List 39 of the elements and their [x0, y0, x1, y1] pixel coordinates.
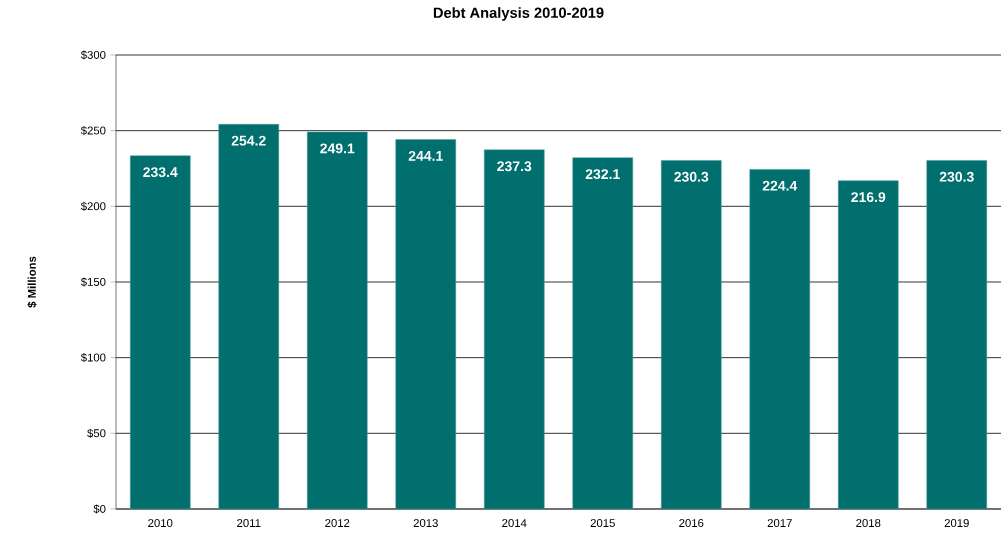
bar [926, 160, 988, 510]
y-tick-label: $300 [80, 50, 106, 60]
x-tick-label: 2018 [856, 519, 881, 528]
data-label: 230.3 [939, 171, 974, 182]
y-tick-label: $250 [80, 126, 106, 136]
x-tick-label: 2011 [237, 519, 261, 528]
bar [395, 139, 457, 510]
y-tick-label: $150 [80, 277, 106, 287]
y-tick-label: $200 [80, 201, 106, 211]
x-tick-label: 2017 [767, 519, 792, 528]
bar [572, 157, 634, 510]
bar [837, 180, 899, 510]
data-label: 232.1 [585, 169, 620, 180]
data-label: 233.4 [143, 167, 178, 178]
x-tick-label: 2015 [590, 519, 615, 528]
y-axis-title: $ Millions [27, 256, 37, 308]
bar [749, 169, 811, 510]
x-tick-label: 2019 [944, 519, 969, 528]
data-label: 249.1 [320, 143, 355, 154]
x-tick-label: 2016 [679, 519, 704, 528]
bar [306, 131, 368, 510]
data-label: 237.3 [497, 161, 532, 172]
bar [483, 149, 545, 510]
bar [129, 155, 191, 510]
bar [218, 124, 280, 510]
x-tick-label: 2010 [148, 519, 173, 528]
y-tick-label: $100 [80, 353, 106, 363]
data-label: 224.4 [762, 180, 798, 191]
chart-title: Debt Analysis 2010-2019 [433, 7, 604, 21]
data-label: 216.9 [851, 192, 886, 203]
x-tick-label: 2013 [413, 519, 438, 528]
y-tick-label: $0 [93, 504, 106, 514]
y-tick-label: $50 [87, 428, 106, 438]
data-label: 230.3 [674, 171, 709, 182]
bar [660, 160, 722, 510]
data-label: 244.1 [408, 150, 443, 161]
x-tick-label: 2012 [325, 519, 350, 528]
x-tick-label: 2014 [502, 519, 527, 528]
data-label: 254.2 [231, 135, 266, 146]
